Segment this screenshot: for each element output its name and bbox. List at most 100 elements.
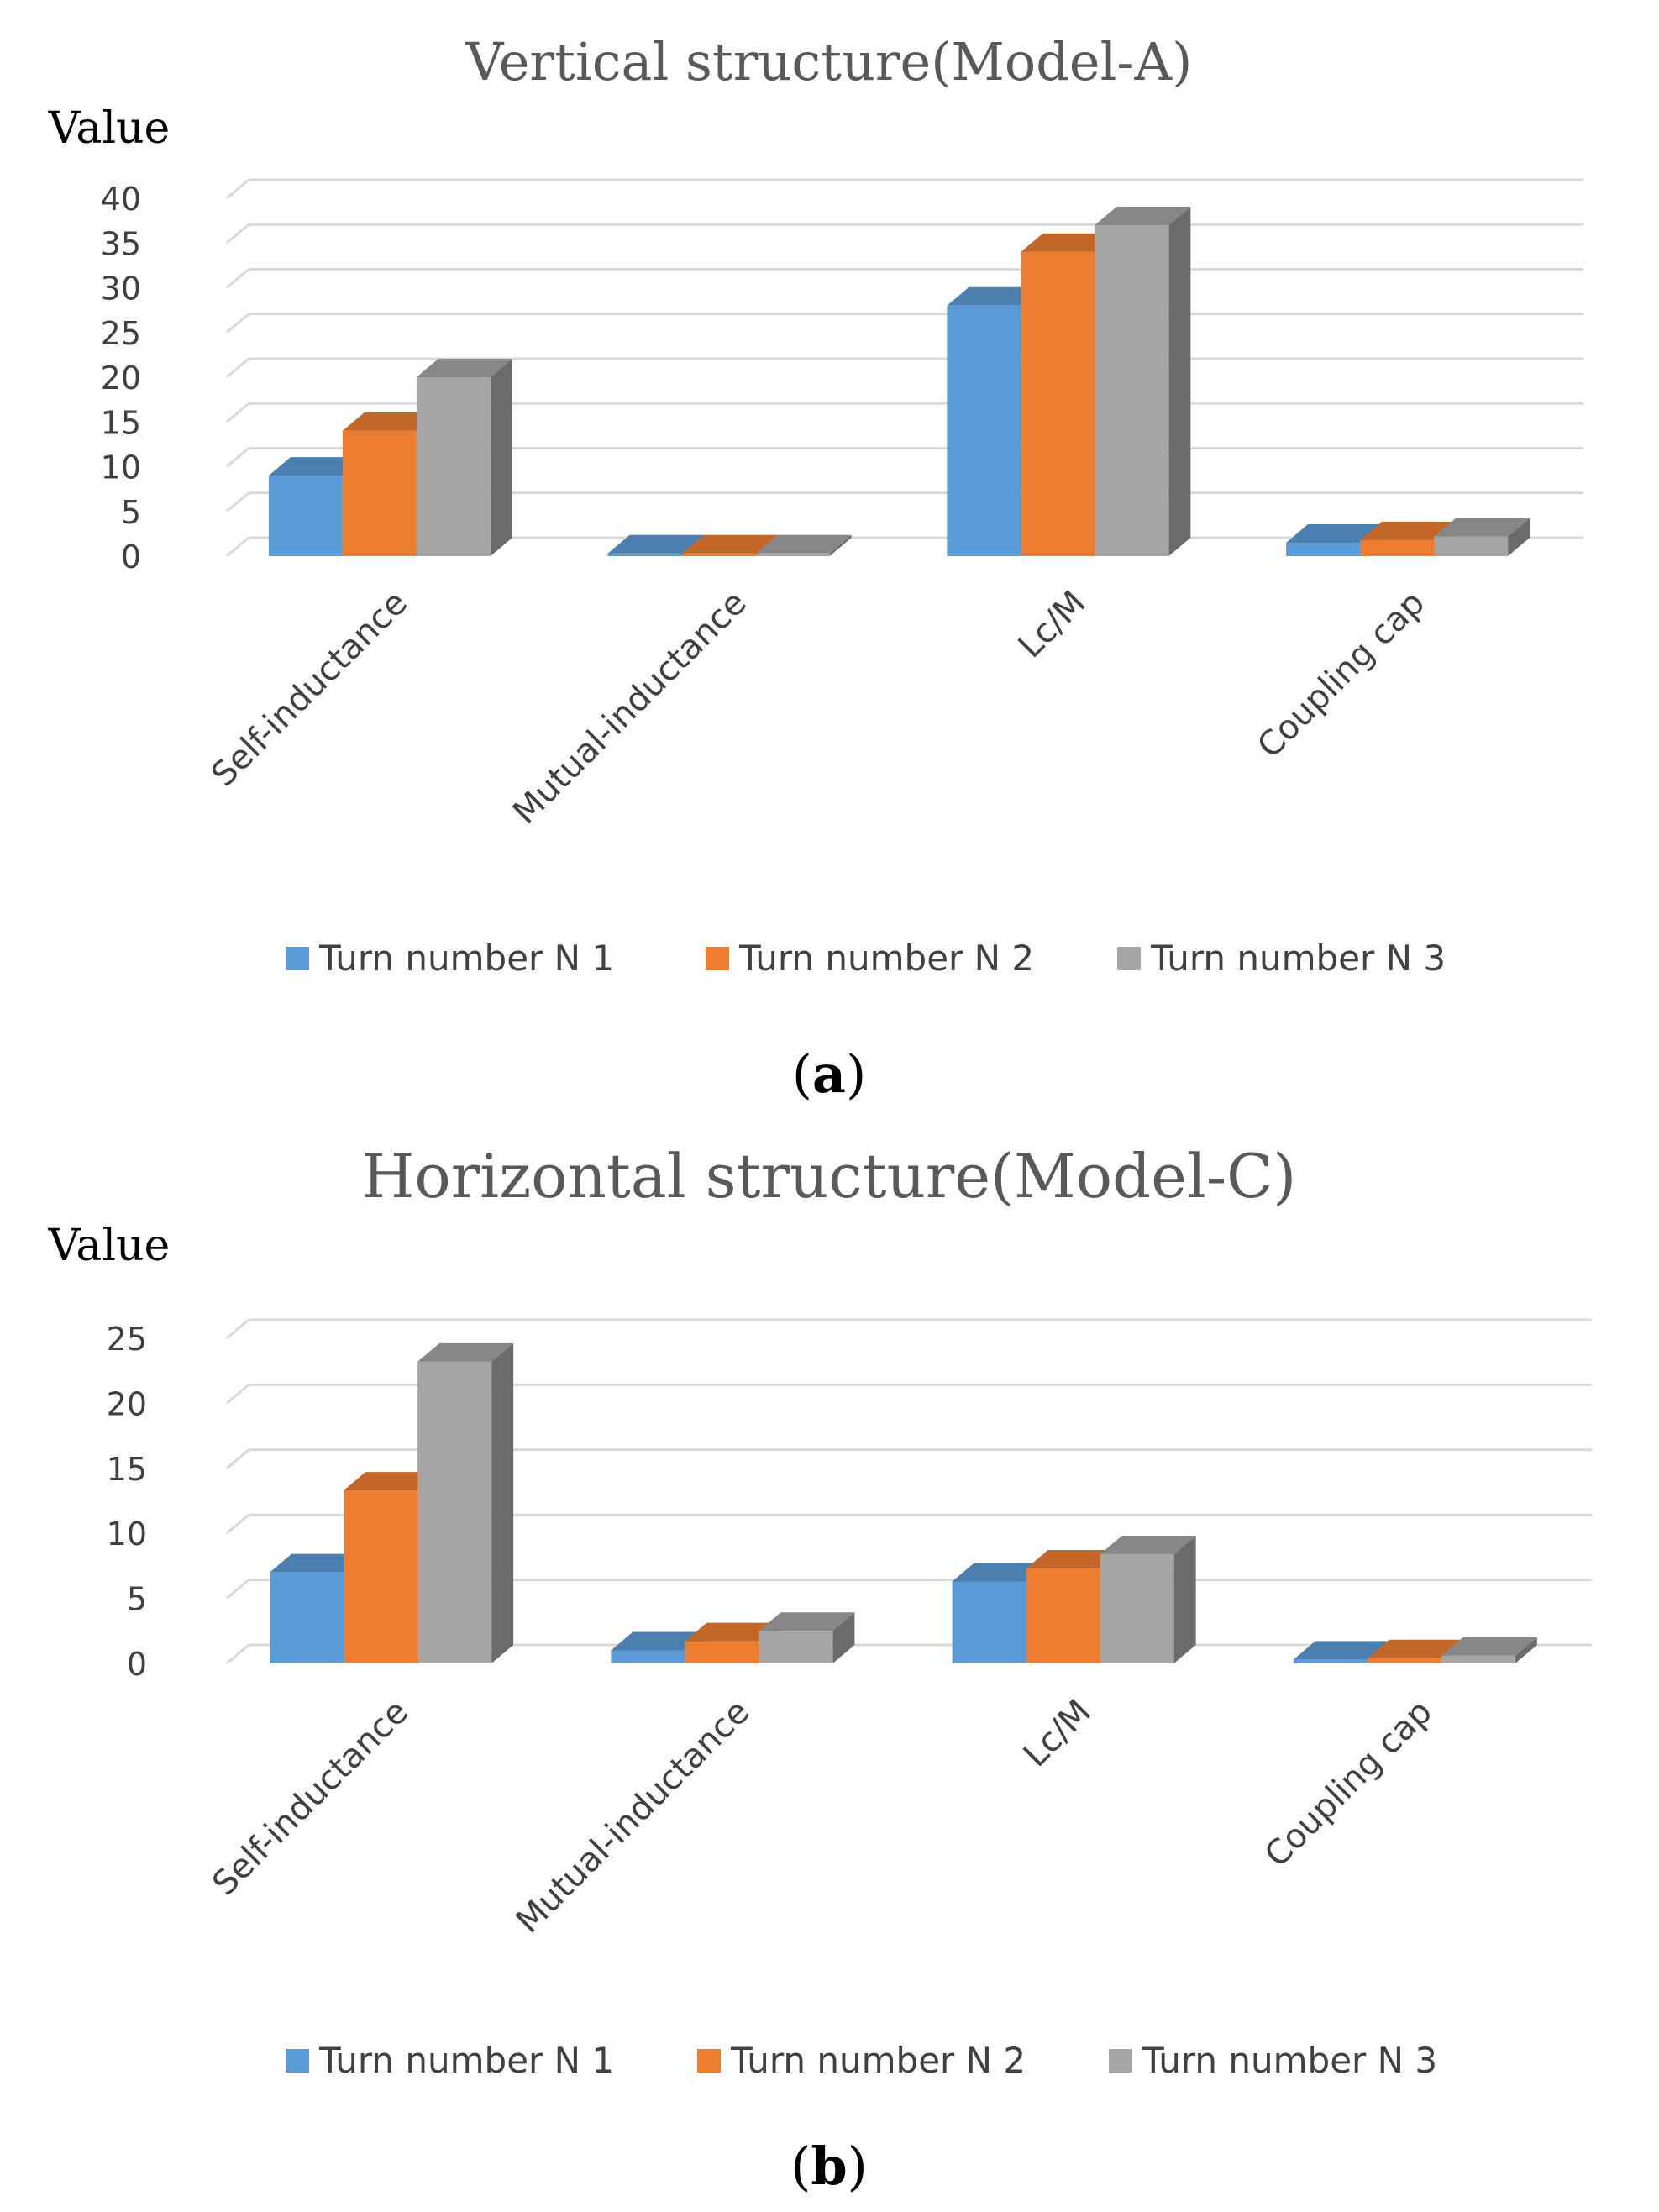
bar-top xyxy=(342,412,438,431)
bar-top xyxy=(417,1342,514,1362)
bar-front xyxy=(416,377,491,556)
bar-coupling-cap-n3 xyxy=(1434,518,1530,556)
y-tick-label: 20 xyxy=(101,360,141,397)
bar-top xyxy=(270,1553,366,1573)
y-tick-label: 40 xyxy=(101,181,141,218)
panel-label-letter: b xyxy=(811,2136,847,2197)
bar-top xyxy=(1367,1639,1463,1658)
gridline-depth xyxy=(226,491,249,512)
gridline-depth xyxy=(226,1448,249,1469)
y-tick-label: 15 xyxy=(101,404,141,441)
bar-top xyxy=(1434,518,1530,537)
bar-front xyxy=(1026,1568,1100,1663)
bar-mutual-inductance-n1 xyxy=(611,1631,707,1663)
legend-label: Turn number N 3 xyxy=(1142,2040,1437,2081)
bar-front xyxy=(1367,1658,1441,1663)
bar-front xyxy=(611,1650,685,1663)
legend-label: Turn number N 2 xyxy=(738,938,1034,979)
bar-self-inductance-n3 xyxy=(416,359,512,556)
bar-top xyxy=(952,1563,1048,1582)
gridline-depth xyxy=(226,1514,249,1535)
y-tick-label: 5 xyxy=(127,1581,147,1618)
panel-label: (b) xyxy=(790,2136,868,2197)
bar-top xyxy=(1100,1535,1196,1554)
gridline-depth xyxy=(226,447,249,468)
y-tick-label: 25 xyxy=(101,315,141,352)
bar-front xyxy=(270,1572,344,1663)
legend-swatch xyxy=(697,2049,721,2073)
bar-top xyxy=(1441,1637,1537,1656)
x-category-label: Lc/M xyxy=(1016,1693,1099,1775)
legend-swatch xyxy=(1117,947,1141,970)
bar-front xyxy=(342,430,417,556)
legend-item-n2: Turn number N 2 xyxy=(697,2040,1026,2081)
bar-side xyxy=(1168,206,1191,556)
bar-mutual-inductance-n3 xyxy=(759,1612,855,1663)
bar-side xyxy=(491,1342,514,1663)
bar-front xyxy=(1360,539,1435,556)
legend-swatch xyxy=(706,947,729,970)
gridline-depth xyxy=(226,1579,249,1600)
legend-item-n3: Turn number N 3 xyxy=(1117,938,1446,979)
bar-top xyxy=(1360,521,1457,540)
x-category-label: Coupling cap xyxy=(1250,584,1432,766)
bar-front xyxy=(417,1361,492,1663)
gridline-depth xyxy=(226,1643,249,1665)
legend-label: Turn number N 1 xyxy=(318,938,614,979)
chart-panel-b: Horizontal structure(Model-C) Value 0 5 10 15… xyxy=(48,1141,1592,2197)
bar-front xyxy=(1441,1655,1515,1663)
bar-top xyxy=(611,1631,707,1651)
y-axis-label: Value xyxy=(48,1221,171,1271)
bar-top xyxy=(1095,206,1191,225)
bar-front xyxy=(344,1490,418,1663)
y-tick-label: 35 xyxy=(101,225,141,262)
legend-item-n1: Turn number N 1 xyxy=(286,938,614,979)
bar-side xyxy=(832,1612,855,1663)
legend-swatch xyxy=(1109,2049,1132,2073)
x-category-label: Mutual-inductance xyxy=(509,1693,758,1941)
y-tick-label: 5 xyxy=(121,494,141,531)
bar-top xyxy=(685,1622,781,1642)
panel-label: (a) xyxy=(792,1043,867,1105)
panel-label-open: ( xyxy=(790,2136,811,2197)
y-tick-label: 30 xyxy=(101,271,141,307)
y-tick-label: 10 xyxy=(107,1516,147,1553)
bar-lc-m-n3 xyxy=(1095,206,1191,556)
bar-front xyxy=(1286,543,1361,556)
legend-label: Turn number N 3 xyxy=(1150,938,1446,979)
bar-top xyxy=(947,286,1043,306)
bar-top xyxy=(681,534,778,554)
bar-top xyxy=(268,457,365,476)
bar-top xyxy=(344,1472,440,1491)
y-tick-label: 20 xyxy=(107,1385,147,1422)
legend-item-n3: Turn number N 3 xyxy=(1109,2040,1437,2081)
x-category-label: Mutual-inductance xyxy=(506,584,754,833)
legend-swatch xyxy=(286,2049,309,2073)
legend-item-n1: Turn number N 1 xyxy=(286,2040,614,2081)
bar-coupling-cap-n3 xyxy=(1441,1637,1537,1663)
bar-front xyxy=(607,553,682,556)
panel-label-open: ( xyxy=(792,1043,812,1105)
y-tick-label: 0 xyxy=(121,539,141,575)
bar-front xyxy=(1293,1659,1368,1663)
gridline-depth xyxy=(226,357,249,379)
y-tick-label: 0 xyxy=(127,1646,147,1683)
bar-front xyxy=(1021,251,1095,556)
bar-side xyxy=(1515,1637,1537,1663)
x-category-label: Self-inductance xyxy=(205,1693,416,1904)
bar-self-inductance-n3 xyxy=(417,1342,514,1663)
bar-front xyxy=(952,1581,1026,1663)
chart-title: Horizontal structure(Model-C) xyxy=(362,1141,1297,1211)
bar-top xyxy=(1286,524,1383,544)
gridline-depth xyxy=(226,402,249,423)
chart-panel-a: Vertical structure(Model-A) Value 0 5 10 15 20… xyxy=(48,31,1583,1105)
y-axis-label: Value xyxy=(48,103,171,154)
gridline-depth xyxy=(226,1384,249,1405)
x-category-label: Lc/M xyxy=(1011,584,1094,666)
y-tick-label: 10 xyxy=(101,449,141,486)
bar-lc-m-n3 xyxy=(1100,1535,1196,1663)
panel-label-close: ) xyxy=(848,2136,868,2197)
legend-swatch xyxy=(286,947,309,970)
bar-side xyxy=(490,359,512,556)
